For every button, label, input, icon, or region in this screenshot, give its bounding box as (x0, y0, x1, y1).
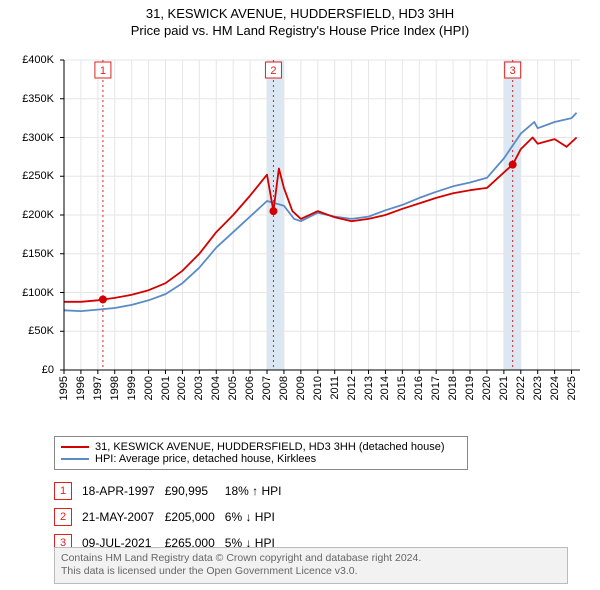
svg-text:1: 1 (100, 65, 106, 77)
event-price: £90,995 (165, 478, 225, 504)
x-tick-label: 2001 (160, 376, 172, 400)
events-table: 1 18-APR-1997 £90,995 18% ↑ HPI 2 21-MAY… (54, 478, 291, 556)
x-tick-label: 2002 (176, 376, 188, 400)
x-tick-label: 2025 (566, 376, 578, 400)
legend-swatch (61, 446, 89, 448)
x-tick-label: 1998 (109, 376, 121, 400)
x-tick-label: 2021 (498, 376, 510, 400)
svg-text:2: 2 (270, 65, 276, 77)
x-tick-label: 2013 (363, 376, 375, 400)
event-marker-icon: 1 (54, 482, 72, 500)
y-tick-label: £150K (4, 248, 54, 260)
x-tick-label: 2015 (396, 376, 408, 400)
event-row: 1 18-APR-1997 £90,995 18% ↑ HPI (54, 478, 291, 504)
chart-subtitle: Price paid vs. HM Land Registry's House … (0, 23, 600, 38)
event-price: £205,000 (165, 504, 225, 530)
x-tick-label: 2011 (329, 376, 341, 400)
legend-label: 31, KESWICK AVENUE, HUDDERSFIELD, HD3 3H… (95, 441, 444, 453)
x-tick-label: 1995 (58, 376, 70, 400)
y-tick-label: £350K (4, 93, 54, 105)
y-tick-label: £400K (4, 54, 54, 66)
x-tick-label: 2016 (413, 376, 425, 400)
x-tick-label: 2007 (261, 376, 273, 400)
footer-line: Contains HM Land Registry data © Crown c… (61, 552, 561, 566)
chart: 123 £0£50K£100K£150K£200K£250K£300K£350K… (10, 48, 590, 428)
x-tick-label: 2000 (143, 376, 155, 400)
event-delta: 18% ↑ HPI (225, 478, 292, 504)
chart-title: 31, KESWICK AVENUE, HUDDERSFIELD, HD3 3H… (0, 6, 600, 21)
x-tick-label: 2004 (210, 376, 222, 400)
page: 31, KESWICK AVENUE, HUDDERSFIELD, HD3 3H… (0, 0, 600, 590)
x-tick-label: 2017 (430, 376, 442, 400)
legend: 31, KESWICK AVENUE, HUDDERSFIELD, HD3 3H… (54, 436, 468, 470)
y-tick-label: £200K (4, 209, 54, 221)
x-tick-label: 2023 (532, 376, 544, 400)
legend-label: HPI: Average price, detached house, Kirk… (95, 453, 316, 465)
x-tick-label: 2005 (227, 376, 239, 400)
x-tick-label: 1999 (126, 376, 138, 400)
legend-swatch (61, 458, 89, 460)
x-tick-label: 1996 (75, 376, 87, 400)
event-delta: 6% ↓ HPI (225, 504, 292, 530)
x-tick-label: 2010 (312, 376, 324, 400)
chart-titles: 31, KESWICK AVENUE, HUDDERSFIELD, HD3 3H… (0, 0, 600, 38)
x-tick-label: 2008 (278, 376, 290, 400)
x-tick-label: 2019 (464, 376, 476, 400)
x-tick-label: 2020 (481, 376, 493, 400)
x-tick-label: 2003 (193, 376, 205, 400)
legend-item: HPI: Average price, detached house, Kirk… (61, 453, 461, 465)
x-tick-label: 2024 (549, 376, 561, 400)
x-tick-label: 2009 (295, 376, 307, 400)
event-row: 2 21-MAY-2007 £205,000 6% ↓ HPI (54, 504, 291, 530)
y-tick-label: £250K (4, 170, 54, 182)
x-tick-label: 2018 (447, 376, 459, 400)
event-marker-icon: 2 (54, 508, 72, 526)
chart-svg: 1 2 3 (10, 48, 590, 428)
x-tick-label: 1997 (92, 376, 104, 400)
footer-line: This data is licensed under the Open Gov… (61, 565, 561, 579)
y-tick-label: £100K (4, 287, 54, 299)
event-date: 18-APR-1997 (82, 478, 165, 504)
y-tick-label: £300K (4, 132, 54, 144)
x-tick-label: 2012 (346, 376, 358, 400)
x-tick-label: 2006 (244, 376, 256, 400)
y-tick-label: £0 (4, 364, 54, 376)
y-tick-label: £50K (4, 325, 54, 337)
x-tick-label: 2022 (515, 376, 527, 400)
footer-attribution: Contains HM Land Registry data © Crown c… (54, 547, 568, 584)
svg-text:3: 3 (510, 65, 516, 77)
x-tick-label: 2014 (379, 376, 391, 400)
legend-item: 31, KESWICK AVENUE, HUDDERSFIELD, HD3 3H… (61, 441, 461, 453)
event-date: 21-MAY-2007 (82, 504, 165, 530)
